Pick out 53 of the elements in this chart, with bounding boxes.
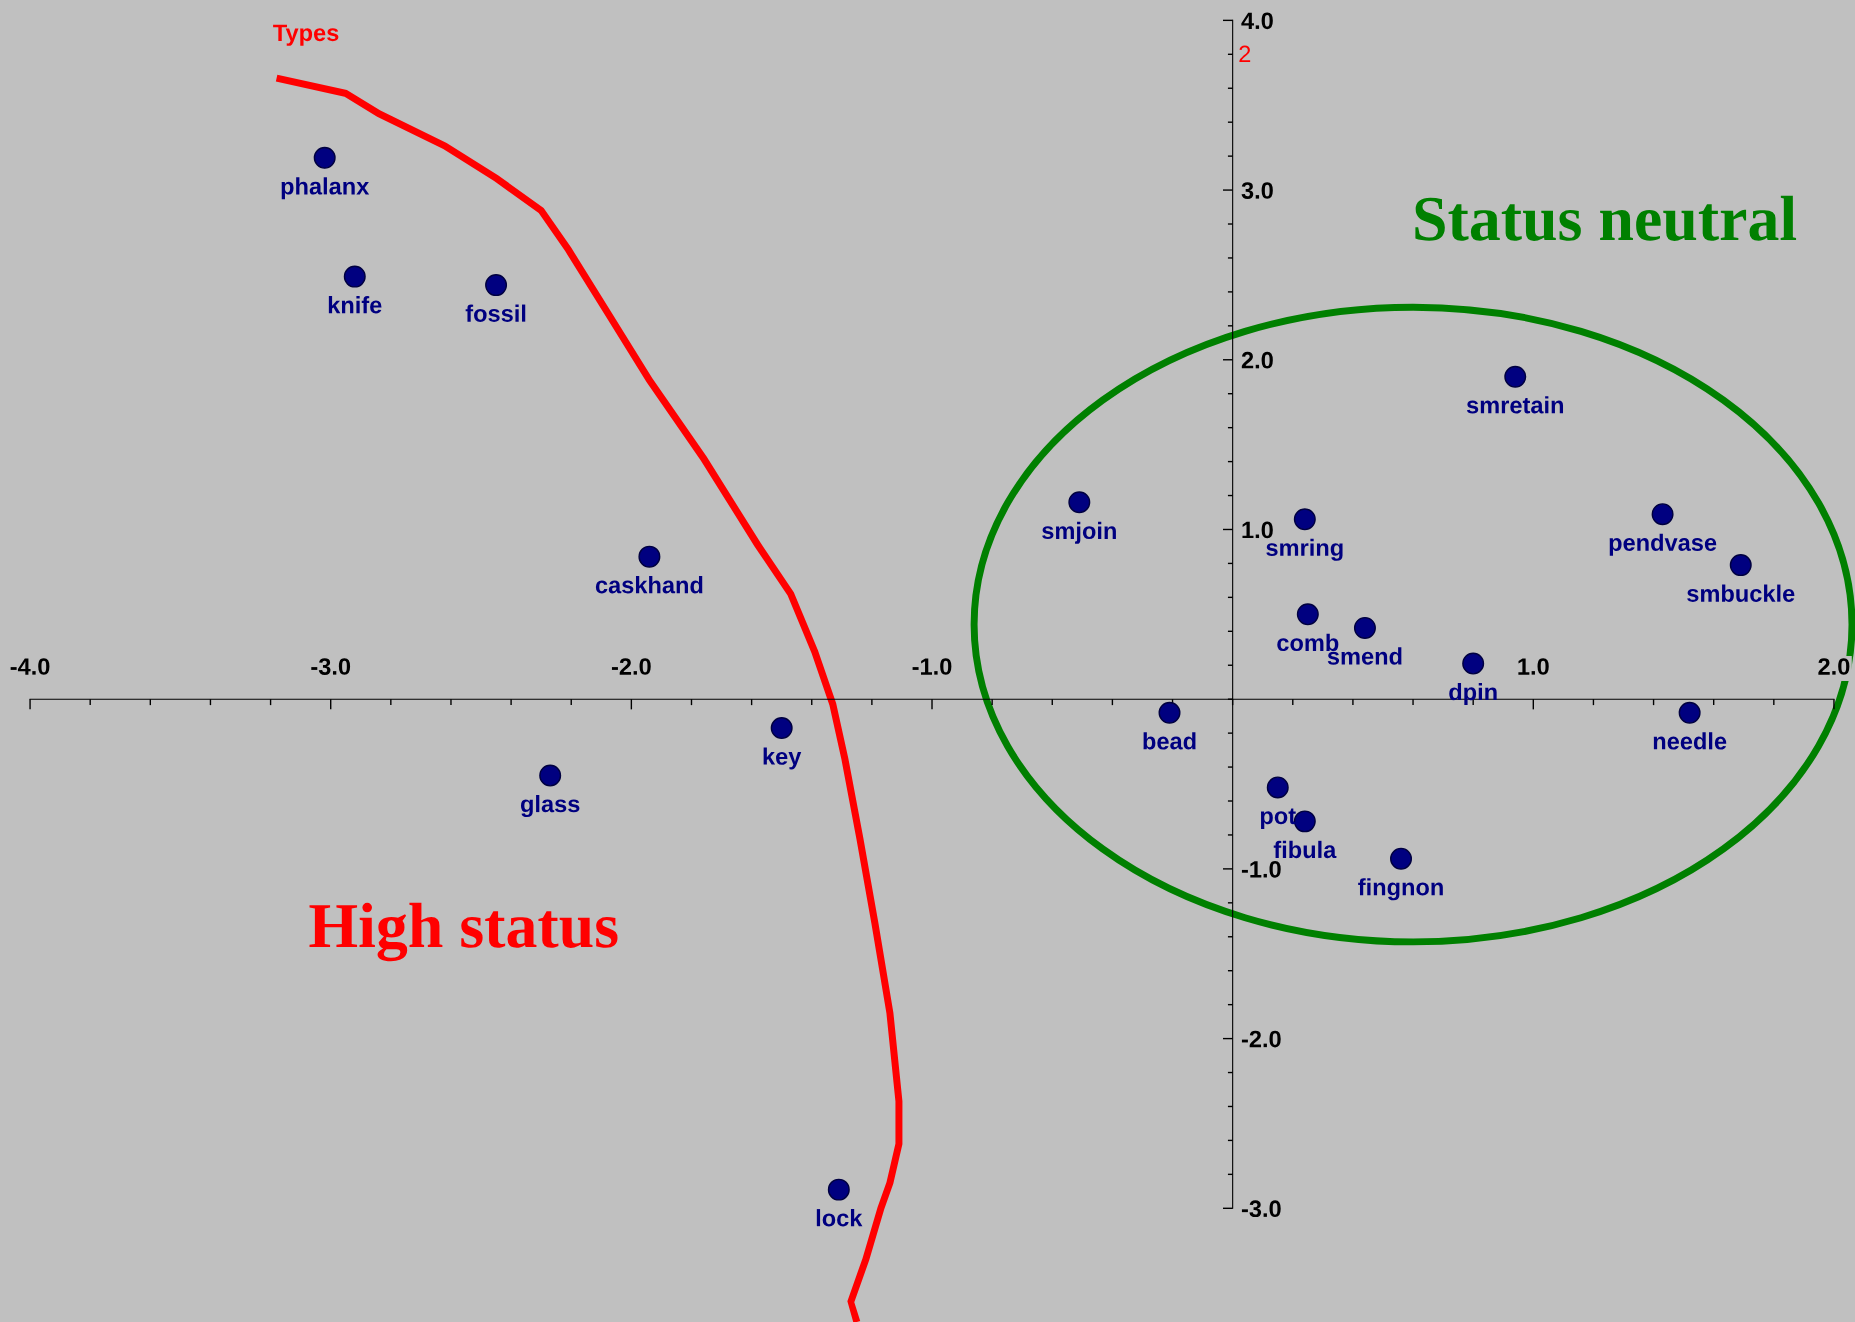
annotation: knife (328, 296, 382, 314)
annotation: smretain (1466, 396, 1564, 414)
point (539, 764, 562, 787)
y-tick-label: -3.0 (1241, 1200, 1281, 1218)
annotation: pot (1260, 808, 1296, 829)
y-tick-label: 2.0 (1241, 351, 1273, 369)
y-axis-title: 2 (1239, 45, 1251, 63)
x-tick-label: -2.0 (611, 658, 651, 675)
annotation: Status neutral (1415, 195, 1797, 241)
point (1068, 491, 1091, 514)
point (1504, 365, 1527, 388)
y-tick-label: -1.0 (1241, 860, 1281, 878)
x-tick-label: 2.0 (1818, 658, 1850, 675)
annotation: smbuckle (1687, 584, 1795, 602)
point (1266, 776, 1289, 799)
point (485, 274, 508, 297)
x-tick-label: 1.0 (1518, 658, 1549, 675)
annotation: fingnon (1358, 878, 1443, 901)
annotation: fibula (1273, 840, 1337, 859)
annotation: smring (1266, 538, 1343, 561)
point (343, 265, 366, 288)
annotation: High status (309, 902, 618, 962)
point (1353, 616, 1376, 639)
annotation: pendvase (1609, 533, 1717, 556)
y-tick-label: 1.0 (1242, 521, 1273, 539)
y-tick-label: 4.0 (1241, 12, 1273, 30)
y-tick-label: 3.0 (1241, 182, 1273, 199)
point (638, 545, 661, 568)
point (1158, 701, 1181, 724)
point (1462, 652, 1485, 675)
point (1390, 847, 1413, 870)
annotation: key (763, 747, 802, 770)
annotation: lock (816, 1209, 863, 1227)
annotation: caskhand (595, 576, 703, 594)
annotation: smjoin (1042, 521, 1116, 544)
x-tick-label: -4.0 (10, 658, 50, 675)
point (1651, 503, 1674, 526)
annotation: fossil (465, 304, 526, 322)
text: Types (273, 24, 339, 46)
annotation: glass (520, 795, 580, 818)
point (313, 146, 336, 169)
point (1678, 701, 1701, 724)
point (827, 1178, 850, 1201)
point (1296, 603, 1319, 626)
annotation: phalanx (281, 177, 370, 200)
y-tick-label: -2.0 (1241, 1030, 1281, 1048)
point (1293, 508, 1316, 531)
point (770, 717, 793, 740)
x-tick-label: -3.0 (311, 658, 351, 675)
point (1729, 554, 1752, 577)
annotation: bead (1143, 732, 1196, 750)
x-tick-label: -1.0 (912, 658, 952, 675)
annotation: needle (1653, 732, 1727, 750)
